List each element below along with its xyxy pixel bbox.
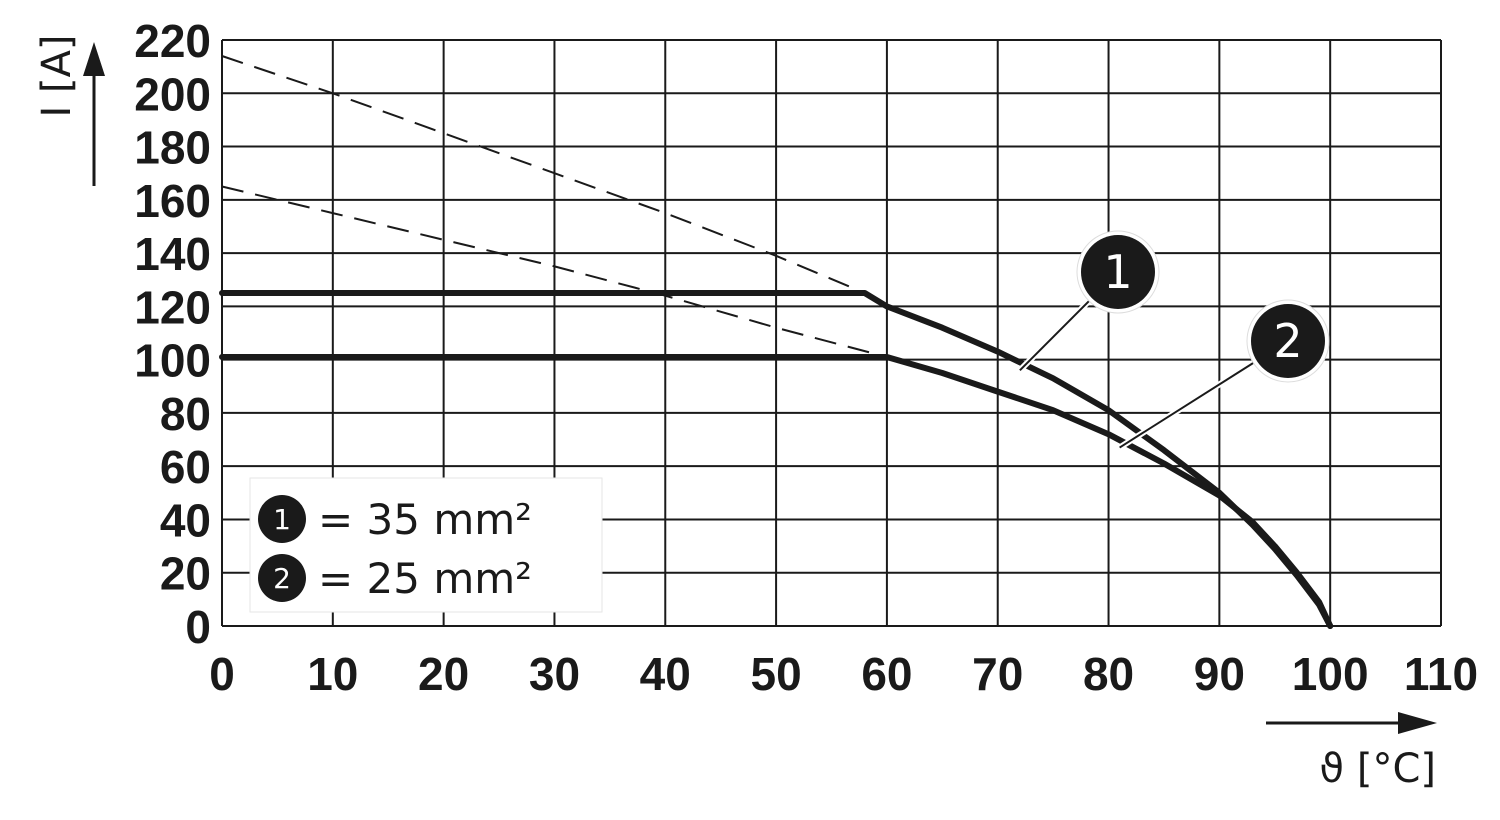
y-tick-label-0: 0 [185,601,211,653]
y-tick-label-80: 80 [160,388,211,440]
callout-badge-label-2: 2 [1273,314,1302,368]
legend-marker-1 [258,495,306,543]
x-tick-label-40: 40 [640,648,691,700]
legend-item-1: 1 = 35 mm² [258,495,532,544]
x-tick-label-10: 10 [307,648,358,700]
series-line-2 [219,354,1334,629]
y-tick-label-20: 20 [160,548,211,600]
y-axis-arrow [83,42,105,186]
callout-badge-2 [1251,304,1325,378]
legend-text-2: = 25 mm² [318,554,532,603]
x-axis-arrow [1266,712,1437,734]
callout-badge-1 [1081,235,1155,309]
x-tick-label-50: 50 [751,648,802,700]
y-tick-label-220: 220 [134,15,211,67]
x-tick-label-60: 60 [861,648,912,700]
dashed-line-series-2 [221,185,888,358]
y-tick-label-160: 160 [134,175,211,227]
legend-marker-1-label: 1 [273,503,291,536]
series-lines [219,290,1334,629]
x-tick-label-70: 70 [972,648,1023,700]
x-tick-label-30: 30 [529,648,580,700]
y-tick-label-120: 120 [134,281,211,333]
y-tick-label-40: 40 [160,494,211,546]
x-tick-label-80: 80 [1083,648,1134,700]
extrapolation-lines [221,55,888,358]
x-tick-labels: 0 10 20 30 40 50 60 70 80 90 100 110 [209,648,1478,700]
callout-leader-1 [1019,299,1091,371]
y-tick-label-200: 200 [134,68,211,120]
x-axis-label: ϑ [°C] [1319,746,1436,792]
callout-badge-label-1: 1 [1103,245,1132,299]
x-tick-label-20: 20 [418,648,469,700]
y-tick-label-100: 100 [134,335,211,387]
x-tick-label-110: 110 [1404,648,1478,700]
y-tick-label-140: 140 [134,228,211,280]
x-tick-label-100: 100 [1292,648,1369,700]
dashed-line-series-1 [221,55,866,294]
legend-box [249,477,603,613]
legend-item-2: 2 = 25 mm² [258,554,532,603]
legend: 1 = 35 mm² 2 = 25 mm² [249,477,603,613]
legend-marker-2 [258,554,306,602]
y-axis-label: I [A] [34,34,80,117]
grid [221,39,1442,627]
legend-marker-2-label: 2 [273,562,291,595]
series-callouts: 12 [1017,230,1330,451]
x-tick-label-0: 0 [209,648,235,700]
legend-text-1: = 35 mm² [318,495,532,544]
x-tick-label-90: 90 [1194,648,1245,700]
callout-leader-2 [1119,361,1255,449]
y-tick-label-180: 180 [134,122,211,174]
y-tick-label-60: 60 [160,441,211,493]
